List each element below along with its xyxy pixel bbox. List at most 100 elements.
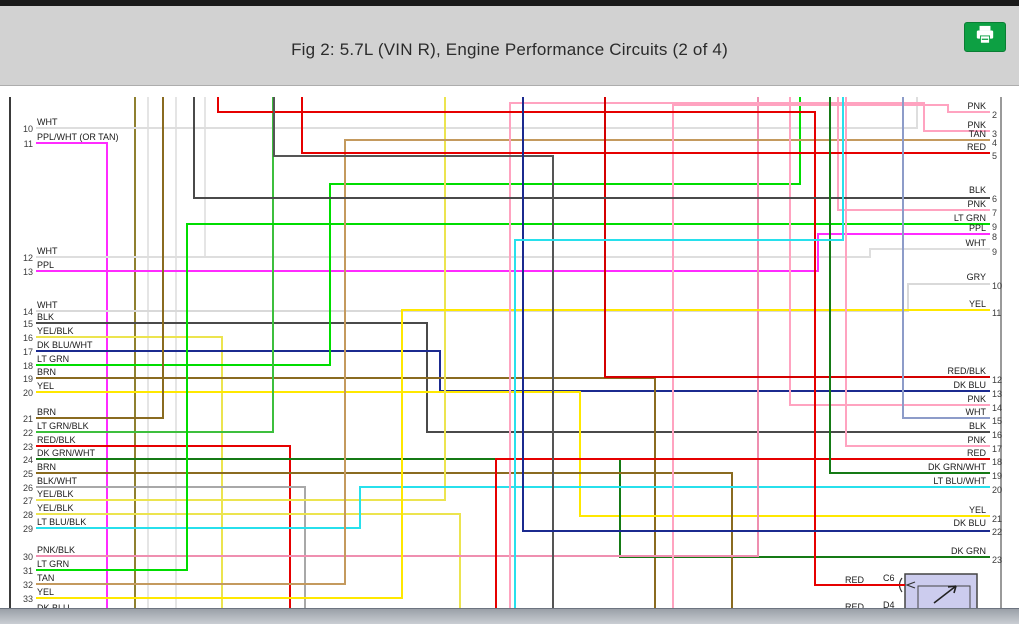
right-wire-label: BLK [968,421,986,431]
left-wire-number: 30 [22,552,33,562]
left-wire-number: 23 [22,442,33,452]
wire [36,97,759,557]
wire [36,486,990,529]
right-wire-label: LT BLU/WHT [933,476,986,486]
left-wire-number: 17 [22,347,33,357]
right-wire-number: 21 [992,514,1003,524]
right-wire-number: 14 [992,403,1003,413]
title-bar: Fig 2: 5.7L (VIN R), Engine Performance … [0,6,1019,86]
left-wire-label: WHT [37,117,58,127]
left-wire-label: DK GRN/WHT [37,448,95,458]
left-wire-number: 21 [22,414,33,424]
sensor-arrow-icon [933,585,957,604]
wire [36,336,223,608]
left-wire-number: 31 [22,566,33,576]
left-wire-number: 16 [22,333,33,343]
right-wire-label: PNK [967,120,986,130]
wire [829,97,990,474]
left-wire-label: LT GRN [37,354,70,364]
right-wire-number: 6 [992,194,998,204]
right-wire-label: PNK [967,199,986,209]
right-wire-number: 2 [992,110,998,120]
wire [845,97,990,447]
right-wire-number: 8 [992,232,998,242]
wire [36,97,918,129]
wire [36,445,291,608]
left-wire-number: 20 [22,388,33,398]
left-wire-number: 25 [22,469,33,479]
connector-pin-wire-color: RED [845,602,865,612]
wire [604,97,990,378]
wire [36,458,990,558]
left-wire-number: 27 [22,496,33,506]
right-wire-label: BLK [968,185,986,195]
right-wire-label: WHT [965,238,987,248]
right-wire-label: LT GRN [953,213,986,223]
right-wire-number: 20 [992,485,1003,495]
wire [789,97,990,406]
connector-pin-name: C6 [883,573,895,583]
left-wire-number: 11 [23,139,33,149]
right-wire-label: PNK [967,394,986,404]
wire [36,97,446,501]
right-wire-number: 19 [992,471,1003,481]
left-wire-label: BRN [37,407,57,417]
left-wire-number: 28 [22,510,33,520]
printer-icon [974,25,996,50]
wire [509,102,990,608]
right-wire-number: 15 [992,416,1003,426]
right-wire-number: 7 [992,208,998,218]
wire [36,472,733,608]
right-wire-label: DK GRN/WHT [928,462,986,472]
wire [36,486,306,608]
right-wire-number: 22 [992,527,1003,537]
left-wire-label: YEL [37,381,55,391]
left-wire-number: 19 [22,374,33,384]
right-wire-label: DK GRN [950,546,986,556]
right-wire-label: PNK [967,435,986,445]
right-wire-label: DK BLU [953,380,986,390]
left-wire-label: LT BLU/BLK [37,517,87,527]
wire [301,97,990,154]
bottom-scroll-bar[interactable] [0,608,1019,624]
window-top-strip [0,0,1019,6]
wire [36,391,990,517]
left-wire-number: 32 [22,580,33,590]
right-wire-number: 5 [992,151,998,161]
right-wire-number: 17 [992,444,1003,454]
left-wire-label: PNK/BLK [37,545,76,555]
left-wire-number: 12 [22,253,33,263]
left-wire-label: RED/BLK [37,435,76,445]
wire [36,97,164,419]
wire [36,513,461,608]
right-wire-label: RED/BLK [947,366,986,376]
left-wire-number: 18 [22,361,33,371]
left-wire-label: WHT [37,300,58,310]
right-wire-number: 9 [992,222,998,232]
wire [522,97,990,532]
right-wire-number: 10 [992,281,1003,291]
print-button[interactable] [964,22,1006,52]
left-wire-label: BLK/WHT [37,476,78,486]
wire [36,139,990,585]
wire [36,309,990,599]
left-wire-number: 14 [22,307,33,317]
left-wire-label: BRN [37,462,57,472]
wire [36,223,990,571]
wire [36,97,274,433]
right-wire-number: 23 [992,555,1003,565]
right-wire-number: 13 [992,389,1003,399]
left-wire-label: YEL [37,587,55,597]
wire [36,97,801,366]
left-wire-label: YEL/BLK [37,326,74,336]
wire [36,142,108,608]
right-wire-label: WHT [965,407,987,417]
right-wire-label: YEL [968,299,986,309]
right-wire-label: TAN [968,129,986,139]
connector-pin-wire-color: RED [845,575,865,585]
wire [902,97,990,419]
wire [217,97,905,586]
right-wire-label: RED [966,142,986,152]
